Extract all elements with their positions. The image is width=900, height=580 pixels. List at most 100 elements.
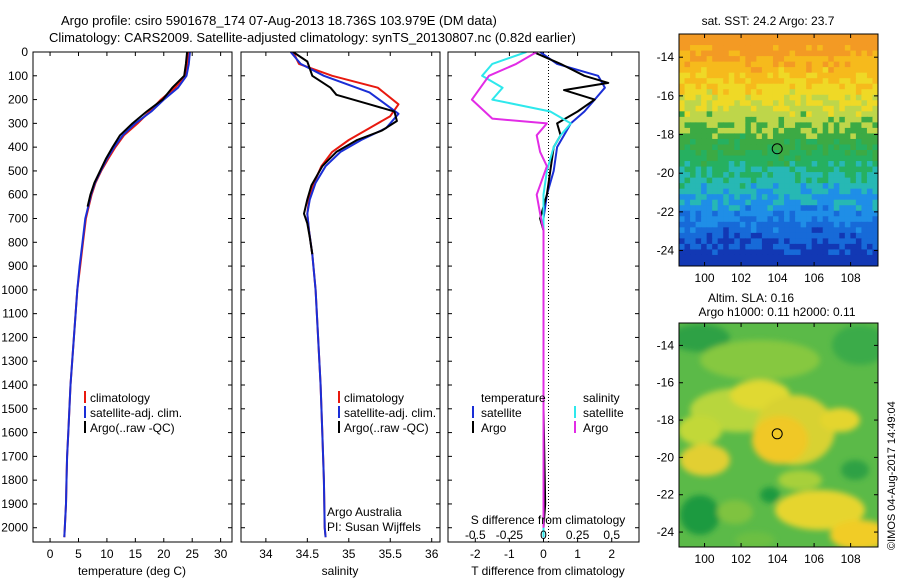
sst-cell bbox=[723, 232, 730, 239]
sst-cell bbox=[855, 205, 863, 212]
sst-cell bbox=[839, 133, 846, 140]
sst-cell bbox=[695, 50, 702, 57]
sst-cell bbox=[833, 45, 840, 52]
sst-cell bbox=[767, 61, 774, 68]
sst-cell bbox=[784, 249, 791, 256]
sst-cell bbox=[745, 100, 752, 107]
sst-cell bbox=[828, 216, 835, 223]
sst-cell bbox=[806, 39, 813, 46]
sst-cell bbox=[723, 39, 730, 46]
sst-cell bbox=[756, 138, 763, 146]
sst-cell bbox=[679, 243, 686, 251]
sst-cell bbox=[684, 232, 691, 239]
sst-cell bbox=[690, 144, 697, 151]
sst-cell bbox=[866, 94, 874, 101]
sst-cell bbox=[723, 194, 730, 201]
sst-cell bbox=[800, 243, 807, 251]
sst-cell bbox=[861, 216, 868, 223]
sst-cell bbox=[767, 205, 774, 212]
sla-blob bbox=[830, 520, 878, 547]
sst-cell bbox=[833, 105, 840, 112]
sst-cell bbox=[789, 127, 796, 135]
sst-cell bbox=[772, 238, 780, 245]
sst-cell bbox=[745, 205, 752, 212]
sst-cell bbox=[756, 105, 763, 112]
sst-cell bbox=[817, 133, 824, 140]
sst-cell bbox=[756, 199, 763, 206]
sst-cell bbox=[817, 83, 824, 90]
temperature-lines bbox=[63, 52, 191, 538]
sst-cell bbox=[767, 122, 774, 129]
sst-cell bbox=[806, 105, 813, 112]
map-ytick-label: -20 bbox=[657, 450, 675, 464]
sst-cell bbox=[784, 83, 791, 90]
sst-cell bbox=[695, 56, 702, 63]
salinity-legend: climatology satellite-adj. clim. Argo(..… bbox=[338, 391, 436, 435]
sst-cell bbox=[833, 232, 840, 239]
sst-cell bbox=[701, 83, 708, 90]
sst-cell bbox=[844, 232, 851, 239]
sst-cell bbox=[822, 155, 829, 162]
sst-cell bbox=[723, 72, 730, 79]
sst-cell bbox=[728, 260, 735, 266]
sst-cell bbox=[828, 210, 835, 217]
sst-cell bbox=[756, 34, 763, 41]
sst-cell bbox=[739, 221, 746, 228]
sst-cell bbox=[795, 111, 802, 118]
sst-cell bbox=[850, 133, 857, 140]
xtick-label: 35.5 bbox=[379, 547, 403, 561]
sst-cell bbox=[795, 188, 802, 195]
sst-cell bbox=[844, 166, 851, 173]
sst-cell bbox=[806, 83, 813, 90]
sst-cell bbox=[866, 227, 874, 234]
sst-cell bbox=[795, 89, 802, 96]
sst-cell bbox=[861, 94, 868, 101]
sst-cell bbox=[701, 161, 708, 168]
sla-blob bbox=[820, 408, 860, 432]
sst-cell bbox=[811, 39, 818, 46]
sst-cell bbox=[784, 45, 791, 52]
sst-cell bbox=[772, 138, 780, 146]
sst-cell bbox=[795, 56, 802, 63]
sst-cell bbox=[872, 188, 878, 195]
sst-cell bbox=[861, 205, 868, 212]
sst-cell bbox=[778, 122, 785, 129]
sst-cell bbox=[750, 133, 757, 140]
sst-cell bbox=[717, 161, 724, 168]
sst-cell bbox=[811, 216, 818, 223]
sst-cell bbox=[690, 221, 697, 228]
sst-cell bbox=[861, 138, 868, 146]
sst-cell bbox=[789, 260, 796, 266]
sst-cell bbox=[723, 100, 730, 107]
sst-cell bbox=[866, 50, 874, 57]
sst-cell bbox=[717, 94, 724, 101]
sst-cell bbox=[706, 199, 713, 206]
sst-cell bbox=[872, 166, 878, 173]
sst-cell bbox=[828, 144, 835, 151]
sst-cell bbox=[800, 89, 807, 96]
sst-cell bbox=[734, 161, 741, 168]
sst-cell bbox=[767, 188, 774, 195]
sst-cell bbox=[855, 138, 863, 146]
sst-cell bbox=[844, 199, 851, 206]
sst-cell bbox=[679, 183, 686, 190]
sst-cell bbox=[822, 216, 829, 223]
sst-cell bbox=[833, 150, 840, 157]
sst-cell bbox=[717, 216, 724, 223]
sst-cell bbox=[723, 221, 730, 228]
sst-cell bbox=[712, 238, 719, 245]
sst-cell bbox=[739, 116, 746, 123]
sla-map-subtitle: Argo h1000: 0.11 h2000: 0.11 bbox=[698, 305, 855, 319]
sst-cell bbox=[784, 67, 791, 74]
sst-cell bbox=[767, 34, 774, 41]
sst-cell bbox=[855, 199, 863, 206]
sst-map-yticks: -14-16-18-20-22-24 bbox=[657, 50, 878, 258]
sst-cell bbox=[756, 67, 763, 74]
sst-cell bbox=[828, 45, 835, 52]
sst-cell bbox=[767, 216, 774, 223]
sst-cell bbox=[712, 100, 719, 107]
sst-cell bbox=[761, 45, 769, 52]
sst-cell bbox=[701, 127, 708, 135]
sst-cell bbox=[690, 138, 697, 146]
sst-cell bbox=[761, 150, 769, 157]
